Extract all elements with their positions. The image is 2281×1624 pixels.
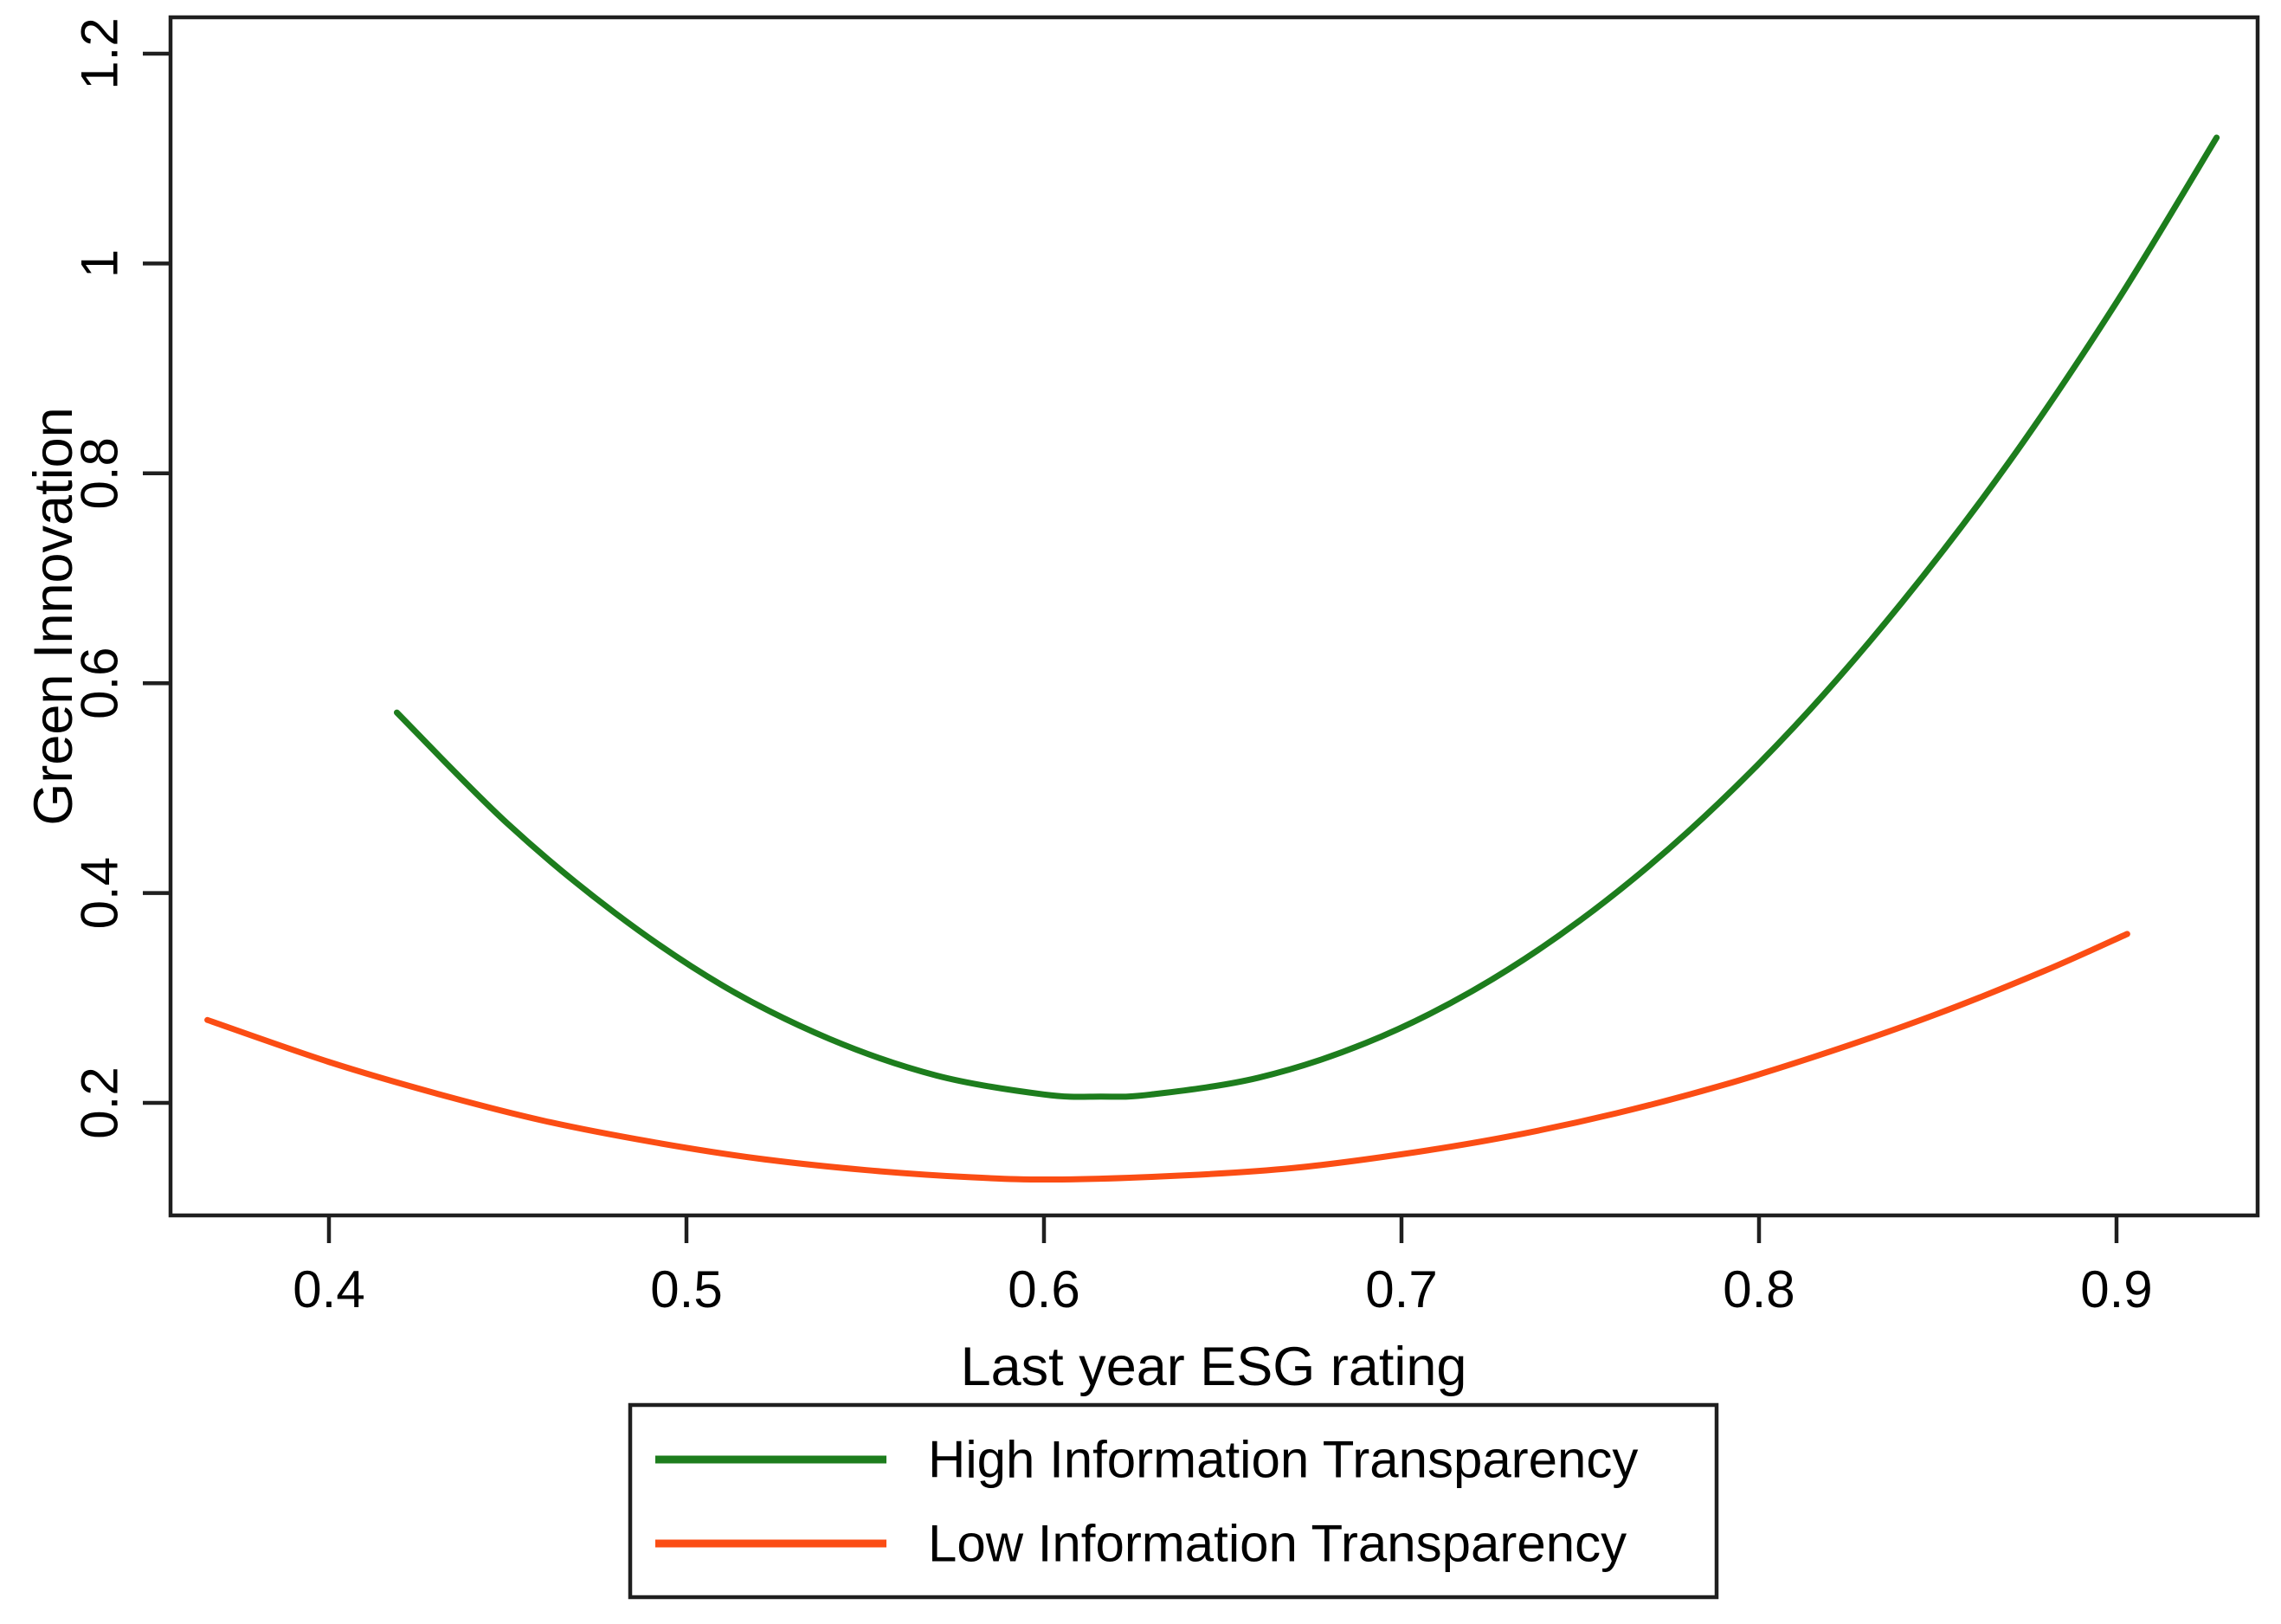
y-tick-label: 0.6 [71,647,129,719]
x-axis-title: Last year ESG rating [961,1337,1467,1397]
axis-ticks: 0.4 0.5 0.6 0.7 0.8 0.9 0.2 0.4 0.6 0.8 1 1.2 [71,17,2153,1318]
legend-label-low: Low Information Transparency [928,1515,1627,1573]
legend-item-low: Low Information Transparency [655,1515,1627,1573]
data-curves [204,134,2220,1183]
y-tick-label: 0.8 [71,437,129,509]
plot-border [168,15,2260,1218]
series-line-0 [393,134,2220,1100]
y-tick-label: 1 [71,249,129,278]
series-line-1 [204,931,2130,1183]
y-tick-label: 0.4 [71,857,129,929]
y-tick-label: 1.2 [71,17,129,89]
legend: High Information Transparency Low Inform… [628,1402,1719,1600]
y-axis-title: Green Innovation [23,407,84,825]
x-tick-label: 0.8 [1723,1260,1795,1318]
x-tick-label: 0.6 [1008,1260,1079,1318]
legend-label-high: High Information Transparency [928,1431,1638,1489]
x-tick-label: 0.9 [2080,1260,2152,1318]
x-tick-label: 0.7 [1365,1260,1437,1318]
x-tick-label: 0.5 [650,1260,722,1318]
legend-item-high: High Information Transparency [655,1431,1638,1489]
x-tick-label: 0.4 [293,1260,364,1318]
legend-box [628,1402,1719,1600]
y-tick-label: 0.2 [71,1067,129,1138]
